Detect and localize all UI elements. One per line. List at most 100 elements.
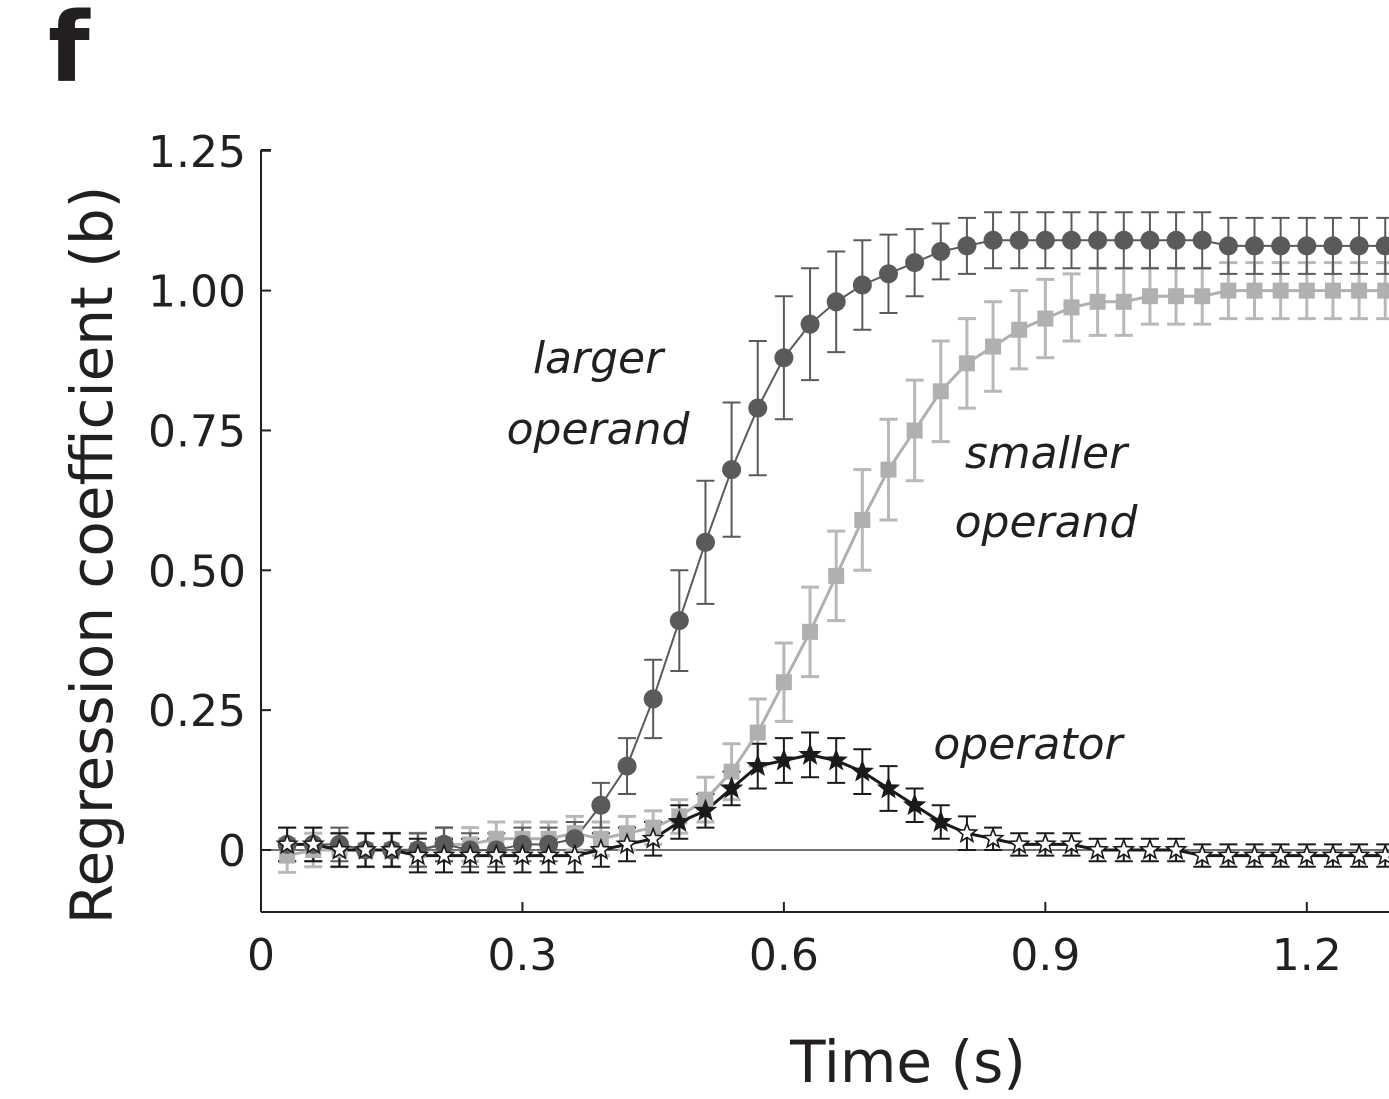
operator-point <box>1138 837 1162 860</box>
smaller-operand-point <box>1377 282 1389 299</box>
operator-point <box>1321 843 1345 866</box>
operator-point <box>824 748 848 771</box>
smaller-operand-point <box>1037 310 1054 327</box>
larger-operand-point <box>591 795 611 815</box>
larger-operand-point <box>1245 236 1265 256</box>
operator-point <box>667 809 692 832</box>
smaller-operand-point <box>749 724 766 741</box>
operator-point <box>1347 843 1371 866</box>
operator-point <box>589 837 613 860</box>
smaller-operand-point <box>932 383 949 400</box>
larger-operand-point <box>983 230 1003 250</box>
smaller-operand-point <box>1298 282 1315 299</box>
x-tick-label: 0 <box>247 930 275 981</box>
larger-operand-point <box>878 264 898 284</box>
axes: 0 0.25 0.50 0.75 1.00 1.25 0 0.3 0.6 0.9 1.2 Time (… <box>58 127 1389 1096</box>
larger-operand-point <box>1035 230 1055 250</box>
y-tick-label: 0.75 <box>148 406 246 457</box>
smaller-operand-point <box>723 763 740 780</box>
y-tick-label: 1.00 <box>148 267 246 318</box>
operator-point <box>1295 843 1319 866</box>
operator-point <box>719 776 744 799</box>
larger-operand-point <box>1192 230 1212 250</box>
operator-point <box>746 753 770 777</box>
operator-point <box>327 837 352 860</box>
larger-operand-point <box>617 756 637 776</box>
smaller-operand-point <box>1168 288 1185 305</box>
x-tick-label: 1.2 <box>1272 930 1342 981</box>
larger-operand-point <box>931 241 951 261</box>
larger-operand-point <box>722 460 742 480</box>
smaller-operand-point <box>1351 282 1368 299</box>
operator-point <box>432 843 456 866</box>
larger-operand-point <box>695 532 715 552</box>
x-axis-title: Time (s) <box>789 1028 1026 1096</box>
operator-point <box>380 837 404 860</box>
panel-label: f <box>48 0 90 104</box>
smaller-operand-point <box>1089 293 1106 310</box>
larger-operand-point <box>905 253 925 273</box>
larger-operand-point <box>957 236 977 256</box>
operator-point <box>1112 837 1136 860</box>
series-labels: larger operand smaller operand operator <box>507 333 1139 770</box>
smaller-operand-label: smaller <box>965 428 1130 479</box>
larger-operand-point <box>1323 236 1343 256</box>
operator-point <box>1164 837 1188 860</box>
smaller-operand-point <box>1272 282 1289 299</box>
operator-point <box>563 843 587 866</box>
operator-point <box>536 843 561 866</box>
larger-operand-point <box>774 348 794 368</box>
operator-point <box>929 809 953 832</box>
operator-point <box>981 826 1005 849</box>
smaller-operand-point <box>828 567 845 584</box>
x-tick-label: 0.6 <box>749 930 819 981</box>
larger-operand-point <box>826 292 846 312</box>
smaller-operand-point <box>1246 282 1263 299</box>
smaller-operand-point <box>1324 282 1341 299</box>
larger-operand-point <box>1009 230 1029 250</box>
smaller-operand-point <box>1141 288 1158 305</box>
operator-point <box>1216 843 1241 866</box>
y-axis-title: Regression coefficient (b) <box>58 186 126 925</box>
larger-operand-point <box>800 314 820 334</box>
operator-point <box>955 820 979 844</box>
operator-point <box>1242 843 1267 866</box>
operator-point <box>484 843 508 866</box>
operator-point <box>693 798 718 821</box>
operator-point <box>1268 843 1293 866</box>
operator-point <box>850 759 875 782</box>
larger-operand-point <box>1114 230 1134 250</box>
smaller-operand-point <box>880 461 897 478</box>
larger-operand-point <box>1140 230 1160 250</box>
operator-point <box>876 776 901 799</box>
operator-point <box>406 843 430 866</box>
larger-operand-point <box>643 689 663 709</box>
operator-point <box>275 832 299 855</box>
y-tick-label: 0.50 <box>148 546 246 597</box>
smaller-operand-point <box>906 422 923 439</box>
operator-point <box>301 832 325 855</box>
operator-point <box>902 792 927 816</box>
operator-point <box>1190 843 1214 866</box>
smaller-operand-point <box>802 623 819 640</box>
operator-point <box>798 742 822 765</box>
y-tick-label: 0.25 <box>148 686 246 737</box>
operator-label: operator <box>933 719 1125 770</box>
operator-point <box>1085 837 1110 860</box>
larger-operand-point <box>1166 230 1186 250</box>
larger-operand-point <box>1375 236 1389 256</box>
larger-operand-point <box>669 611 689 631</box>
larger-operand-point <box>748 398 768 418</box>
x-tick-label: 0.3 <box>487 930 557 981</box>
larger-operand-label: larger <box>533 333 666 384</box>
operator-point <box>1033 832 1058 855</box>
operator-point <box>1373 843 1389 866</box>
smaller-operand-point <box>1011 321 1028 338</box>
y-tick-label: 0 <box>218 826 246 877</box>
smaller-operand-label: operand <box>955 497 1139 548</box>
error-bars <box>278 211 1389 874</box>
operator-point <box>772 748 796 771</box>
operator-point <box>1059 832 1084 855</box>
operator-point <box>510 843 535 866</box>
